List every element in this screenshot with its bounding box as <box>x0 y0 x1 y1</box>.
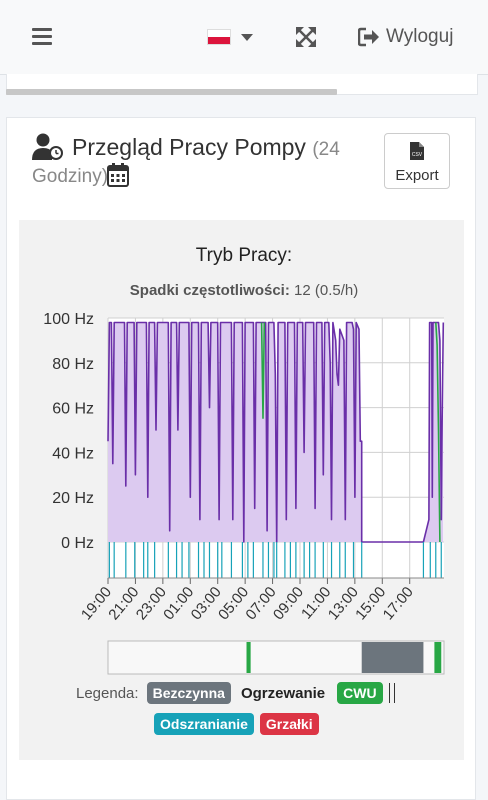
sign-out-icon <box>358 27 379 47</box>
x-tick-label: 07:00 <box>242 584 279 624</box>
export-button[interactable]: CSV Export <box>384 133 450 189</box>
legend-item-ogrzewanie[interactable]: Ogrzewanie <box>240 684 326 702</box>
x-tick-label: 21:00 <box>105 584 142 624</box>
timeline-segment <box>246 642 251 673</box>
calendar-icon[interactable] <box>107 163 129 187</box>
card-title-line2: Godziny) <box>32 166 109 187</box>
legend-row-2: Odszranianie Grzałki <box>154 713 325 735</box>
legend-item-bezczynna[interactable]: Bezczynna <box>146 682 231 704</box>
legend-separator <box>388 683 395 703</box>
timeline-segment <box>361 642 424 673</box>
cwu-line <box>260 322 266 419</box>
x-tick-label: 05:00 <box>215 584 252 624</box>
legend: Legenda: Bezczynna Ogrzewanie CWU <box>76 682 395 704</box>
cwu-line <box>435 322 441 543</box>
frequency-drops-label: Spadki częstotliwości: <box>129 282 290 299</box>
chevron-down-icon[interactable] <box>241 34 253 41</box>
frequency-drops-value: 12 (0.5/h) <box>294 282 359 299</box>
x-tick-label: 13:00 <box>325 584 362 624</box>
csv-file-icon: CSV <box>410 142 424 160</box>
y-tick-label: 100 Hz <box>43 311 94 328</box>
x-tick-label: 15:00 <box>352 584 389 624</box>
logout-button[interactable]: Wyloguj <box>358 24 453 50</box>
horizontal-scrollbar[interactable] <box>6 89 337 95</box>
x-tick-label: 23:00 <box>133 584 170 624</box>
x-tick-label: 01:00 <box>160 584 197 624</box>
chart-title: Tryb Pracy: <box>195 245 293 266</box>
x-tick-label: 17:00 <box>380 584 417 624</box>
y-tick-label: 0 Hz <box>61 535 94 552</box>
bars-icon[interactable] <box>32 28 52 45</box>
x-tick-label: 09:00 <box>270 584 307 624</box>
legend-item-odszranianie[interactable]: Odszranianie <box>154 713 254 735</box>
top-navbar: Wyloguj <box>0 0 488 75</box>
legend-item-cwu[interactable]: CWU <box>337 682 383 704</box>
x-tick-label: 19:00 <box>78 584 115 624</box>
logout-label: Wyloguj <box>386 26 454 47</box>
expand-arrows-icon[interactable] <box>296 27 316 47</box>
legend-item-grzalki[interactable]: Grzałki <box>259 713 319 735</box>
y-tick-label: 40 Hz <box>52 445 94 462</box>
poland-flag-icon[interactable] <box>207 29 231 45</box>
export-label: Export <box>395 167 439 184</box>
chart-subtitle: Spadki częstotliwości: 12 (0.5/h) <box>0 282 488 299</box>
card-title-suffix: (24 <box>312 139 340 160</box>
y-tick-label: 60 Hz <box>52 401 94 418</box>
card-title: Przegląd Pracy Pompy (24 <box>72 134 340 161</box>
timeline-segment <box>434 642 442 673</box>
frequency-line <box>107 321 445 543</box>
card-title-text: Przegląd Pracy Pompy <box>72 134 306 160</box>
legend-label: Legenda: <box>76 684 139 702</box>
svg-text:CSV: CSV <box>412 152 423 158</box>
x-tick-label: 03:00 <box>188 584 225 624</box>
y-tick-label: 20 Hz <box>52 490 94 507</box>
y-tick-label: 80 Hz <box>52 356 94 373</box>
user-clock-icon <box>32 133 64 161</box>
